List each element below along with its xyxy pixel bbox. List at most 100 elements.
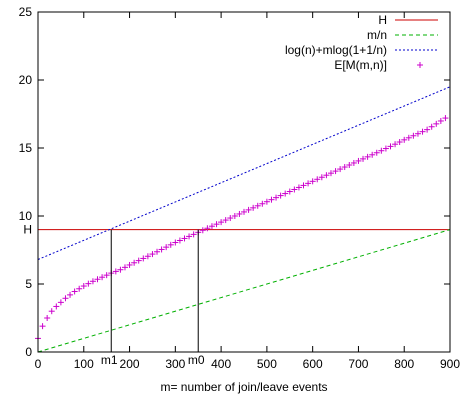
data-point (103, 272, 110, 279)
data-point (263, 198, 270, 205)
data-point (332, 168, 339, 175)
marker-label-m1: m1 (101, 353, 118, 367)
data-point (121, 264, 128, 271)
data-point (378, 147, 385, 154)
marker-label-H: H (23, 223, 32, 237)
data-point (291, 186, 298, 193)
data-point (410, 132, 417, 139)
data-point (190, 231, 197, 238)
data-point (112, 268, 119, 275)
data-point (167, 241, 174, 248)
data-point (396, 139, 403, 146)
data-point (337, 166, 344, 173)
data-point (442, 115, 449, 122)
legend-label: log(n)+mlog(1+1/n) (285, 43, 387, 57)
data-point (218, 219, 225, 226)
data-point (341, 164, 348, 171)
y-tick-label: 5 (25, 277, 32, 291)
x-tick-label: 300 (165, 357, 185, 371)
series-line-1 (37, 229, 451, 353)
data-point (268, 196, 275, 203)
x-tick-label: 100 (74, 357, 94, 371)
data-point (392, 141, 399, 148)
data-point (76, 285, 83, 292)
y-tick-label: 25 (19, 5, 33, 19)
data-point (94, 276, 101, 283)
legend-swatch (417, 62, 423, 68)
data-point (154, 248, 161, 255)
data-point (117, 266, 124, 273)
data-point (163, 244, 170, 251)
data-point (437, 117, 444, 124)
data-point (382, 145, 389, 152)
data-point (172, 239, 179, 246)
data-point (131, 259, 138, 266)
x-tick-label: 200 (120, 357, 140, 371)
legend-label: E[M(m,n)] (334, 58, 387, 72)
series-expected-marks (35, 115, 449, 342)
y-tick-label: 10 (19, 209, 33, 223)
data-point (250, 204, 257, 211)
data-point (71, 288, 78, 295)
data-point (245, 206, 252, 213)
data-point (318, 174, 325, 181)
y-tick-label: 20 (19, 73, 33, 87)
annotation-layer: Hm1 m0 (23, 223, 205, 367)
legend-label: m/n (367, 28, 387, 42)
data-point (80, 283, 87, 290)
data-point (181, 235, 188, 242)
data-point (286, 188, 293, 195)
data-point (149, 251, 156, 258)
data-point (140, 255, 147, 262)
data-point (369, 151, 376, 158)
x-tick-label: 600 (303, 357, 323, 371)
data-point (323, 172, 330, 179)
data-point (57, 299, 64, 306)
data-point (405, 134, 412, 141)
data-point (273, 194, 280, 201)
data-point (282, 190, 289, 197)
data-point (44, 315, 51, 321)
data-point (277, 192, 284, 199)
data-point (364, 153, 371, 160)
data-point (387, 143, 394, 150)
data-point (135, 257, 142, 264)
data-point (350, 159, 357, 166)
data-point (62, 295, 69, 302)
data-point (158, 246, 165, 253)
data-point (401, 136, 408, 143)
data-point (259, 200, 266, 207)
data-point (300, 182, 307, 189)
data-point (295, 184, 302, 191)
legend-label: H (378, 13, 387, 27)
data-point (144, 253, 151, 260)
y-tick-label: 0 (25, 345, 32, 359)
data-point (305, 180, 312, 187)
data-point (67, 291, 74, 298)
data-point (53, 303, 60, 310)
data-point (314, 176, 321, 183)
x-tick-label: 500 (257, 357, 277, 371)
x-tick-label: 800 (394, 357, 414, 371)
data-point (428, 123, 435, 130)
data-point (424, 126, 431, 133)
x-tick-label: 400 (211, 357, 231, 371)
data-point (419, 128, 426, 135)
data-point (199, 227, 206, 234)
data-point (360, 155, 367, 162)
data-point (241, 208, 247, 215)
data-point (213, 221, 220, 228)
data-point (231, 213, 238, 219)
series-layer (35, 86, 451, 353)
data-point (85, 280, 92, 287)
data-point (433, 120, 440, 127)
data-point (204, 225, 211, 232)
x-tick-label: 0 (35, 357, 42, 371)
plot-frame (37, 11, 451, 353)
marker-label-m0: m0 (188, 353, 205, 367)
data-point (355, 157, 362, 164)
data-point (99, 274, 106, 281)
data-point (89, 278, 96, 285)
